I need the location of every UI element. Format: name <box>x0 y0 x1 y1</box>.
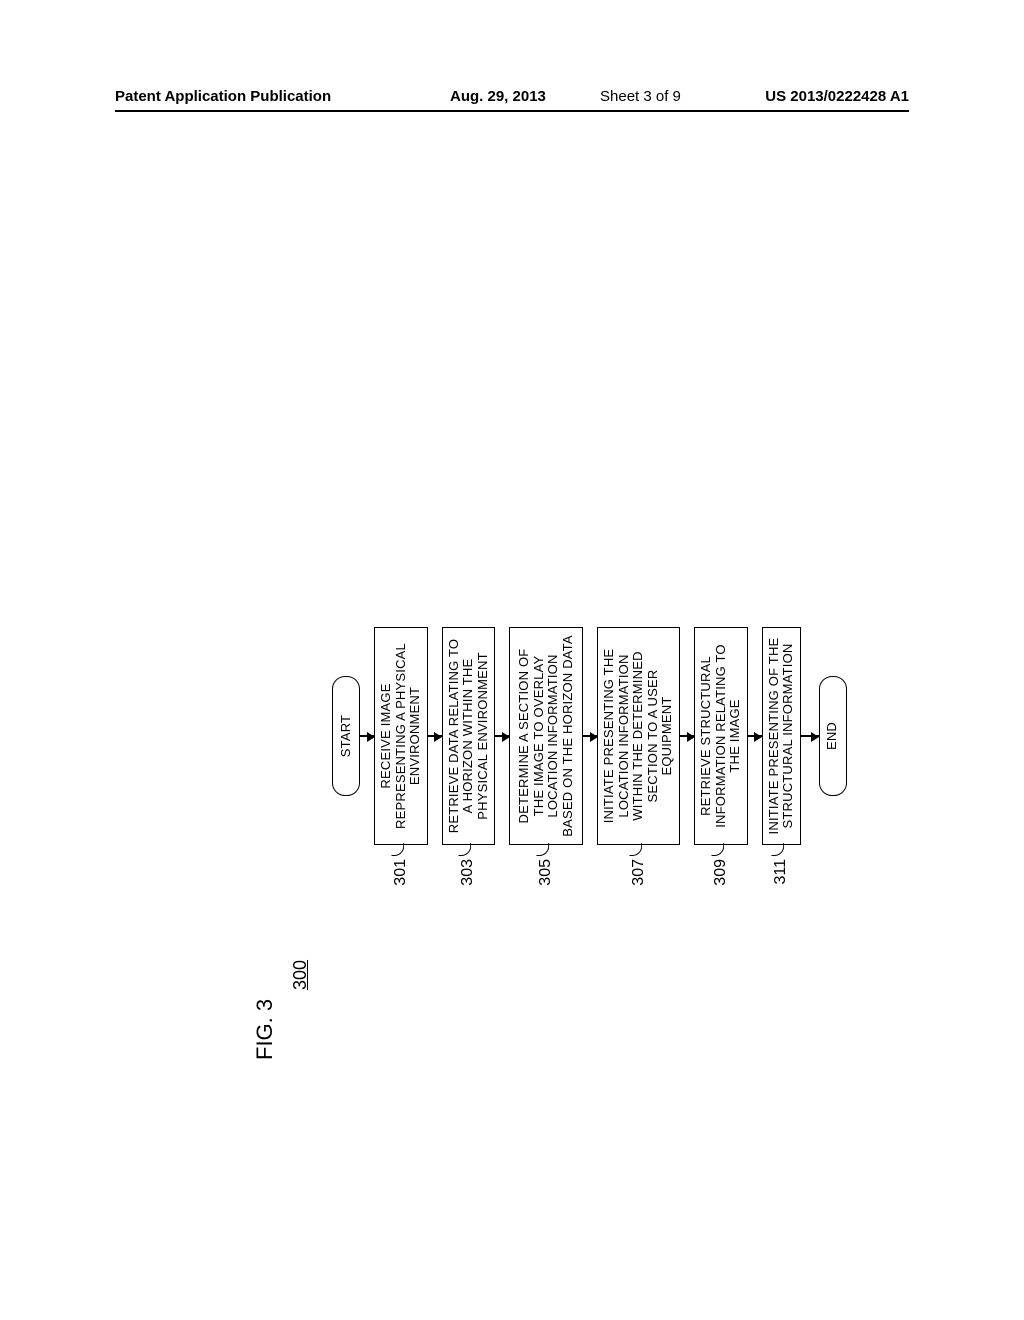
page-header: Patent Application Publication Aug. 29, … <box>115 88 909 105</box>
figure: FIG. 3 300 START 301RECEIVE IMAGE REPRESE… <box>252 180 772 1060</box>
flow-step: 301RECEIVE IMAGE REPRESENTING A PHYSICAL… <box>374 185 428 905</box>
header-rule <box>115 110 909 112</box>
step-number: 307 <box>630 845 648 905</box>
flow-end: END <box>819 185 847 905</box>
step-number: 309 <box>712 845 730 905</box>
flow-step: 303RETRIEVE DATA RELATING TO A HORIZON W… <box>442 185 496 905</box>
figure-ref: 300 <box>290 960 311 990</box>
flow-step: 309RETRIEVE STRUCTURAL INFORMATION RELAT… <box>694 185 748 905</box>
header-date: Aug. 29, 2013 <box>450 88 546 105</box>
step-box: RETRIEVE DATA RELATING TO A HORIZON WITH… <box>442 627 496 845</box>
step-box: INITIATE PRESENTING THE LOCATION INFORMA… <box>597 627 680 845</box>
flowchart: START 301RECEIVE IMAGE REPRESENTING A PHY… <box>332 185 847 905</box>
flow-step: 305DETERMINE A SECTION OF THE IMAGE TO O… <box>509 185 583 905</box>
flow-step: 311INITIATE PRESENTING OF THE STRUCTURAL… <box>762 185 801 905</box>
end-box: END <box>819 676 847 796</box>
step-number: 303 <box>459 845 477 905</box>
step-box: RECEIVE IMAGE REPRESENTING A PHYSICAL EN… <box>374 627 428 845</box>
step-box: RETRIEVE STRUCTURAL INFORMATION RELATING… <box>694 627 748 845</box>
flow-step: 307INITIATE PRESENTING THE LOCATION INFO… <box>597 185 680 905</box>
header-sheet: Sheet 3 of 9 <box>600 88 681 105</box>
flow-start: START <box>332 185 360 905</box>
figure-wrap: FIG. 3 300 START 301RECEIVE IMAGE REPRESE… <box>252 180 772 1060</box>
page: Patent Application Publication Aug. 29, … <box>0 0 1024 1320</box>
header-pubno: US 2013/0222428 A1 <box>765 88 909 105</box>
start-box: START <box>332 676 360 796</box>
step-number: 305 <box>537 845 555 905</box>
step-box: DETERMINE A SECTION OF THE IMAGE TO OVER… <box>509 627 583 845</box>
step-box: INITIATE PRESENTING OF THE STRUCTURAL IN… <box>762 627 801 845</box>
step-number: 301 <box>392 845 410 905</box>
step-number: 311 <box>772 845 790 905</box>
figure-label: FIG. 3 <box>252 999 278 1060</box>
header-publication: Patent Application Publication <box>115 88 331 105</box>
